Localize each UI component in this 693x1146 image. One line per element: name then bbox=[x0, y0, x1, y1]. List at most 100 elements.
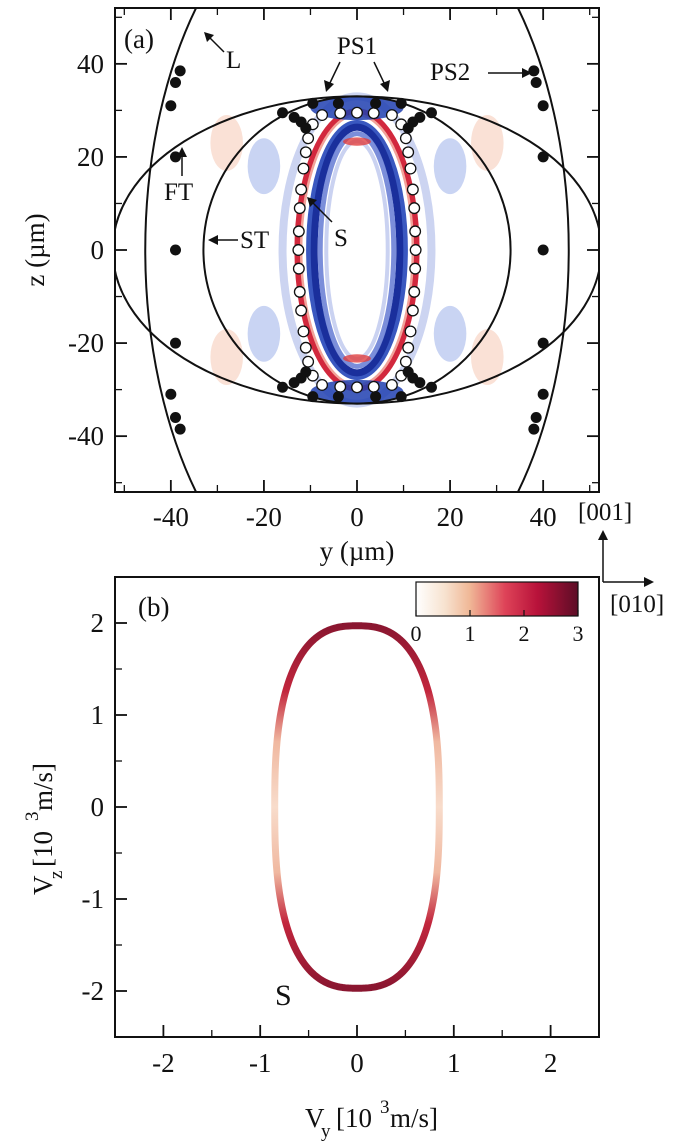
s-point bbox=[316, 379, 329, 391]
x-tick-label: -2 bbox=[152, 1048, 175, 1078]
s-point bbox=[409, 225, 422, 238]
svg-text:S: S bbox=[334, 225, 348, 252]
y-tick-label: 20 bbox=[77, 142, 104, 172]
s-point bbox=[404, 325, 417, 338]
heat-lobe bbox=[247, 305, 281, 362]
svg-text:L: L bbox=[226, 47, 241, 74]
panel-b-y-axis-label: V z [10 3 m/s] bbox=[22, 763, 67, 895]
s-point bbox=[334, 380, 347, 393]
curve-l bbox=[144, 8, 570, 492]
filled-point bbox=[395, 97, 407, 109]
x-tick-label: -1 bbox=[249, 1048, 272, 1078]
svg-text:[10: [10 bbox=[28, 831, 58, 867]
filled-point bbox=[332, 391, 344, 403]
orientation-001-label: [001] bbox=[578, 499, 632, 526]
filled-point bbox=[300, 122, 312, 134]
filled-point bbox=[537, 337, 549, 349]
annotation-ps1: PS1 bbox=[324, 33, 390, 92]
panel-a-curves bbox=[115, 8, 599, 492]
panel-b-label: (b) bbox=[138, 592, 169, 622]
s-point bbox=[293, 202, 306, 215]
filled-point bbox=[277, 107, 289, 119]
y-tick-label: 0 bbox=[91, 792, 105, 822]
filled-point bbox=[528, 65, 540, 77]
heat-lobe bbox=[433, 138, 467, 195]
heat-blue-band-inner bbox=[317, 131, 397, 369]
filled-point bbox=[530, 412, 542, 424]
s-point bbox=[299, 146, 312, 159]
y-tick-label: 2 bbox=[91, 608, 105, 638]
svg-text:FT: FT bbox=[164, 179, 193, 206]
s-point bbox=[299, 341, 312, 354]
s-point bbox=[302, 355, 315, 368]
y-tick-label: 40 bbox=[77, 49, 104, 79]
svg-text:m/s]: m/s] bbox=[390, 1103, 438, 1133]
s-point bbox=[295, 304, 308, 317]
heat-lobe bbox=[471, 329, 504, 385]
y-tick-label: -20 bbox=[68, 328, 104, 358]
heat-blue-band-outer bbox=[306, 119, 408, 381]
filled-point bbox=[425, 107, 437, 119]
svg-text:ST: ST bbox=[240, 227, 269, 254]
curve-st bbox=[202, 95, 512, 405]
s-point bbox=[406, 183, 419, 196]
s-point bbox=[367, 107, 380, 120]
colorbar-tick-label: 1 bbox=[465, 621, 476, 646]
filled-point bbox=[537, 100, 549, 112]
filled-point bbox=[174, 423, 186, 435]
svg-text:PS1: PS1 bbox=[337, 33, 377, 60]
filled-point bbox=[402, 122, 414, 134]
svg-text:3: 3 bbox=[22, 812, 43, 822]
svg-text:m/s]: m/s] bbox=[28, 763, 58, 811]
filled-point bbox=[300, 366, 312, 378]
panel-a-ticks: -40 -20 0 20 40 -40 -20 0 20 40 bbox=[68, 8, 599, 532]
s-point bbox=[385, 379, 398, 391]
panel-a: -40 -20 0 20 40 -40 -20 0 20 40 (a) y (µm) z (µm)… bbox=[20, 7, 600, 566]
filled-point bbox=[395, 391, 407, 403]
s-point bbox=[408, 285, 421, 298]
s-point bbox=[404, 162, 417, 175]
heat-bottom-red-spot bbox=[343, 354, 371, 363]
filled-point bbox=[307, 97, 319, 109]
s-point bbox=[409, 262, 422, 275]
s-point bbox=[297, 162, 310, 175]
filled-point bbox=[170, 337, 181, 349]
heat-lobe bbox=[471, 115, 504, 171]
s-point bbox=[292, 244, 305, 256]
filled-point bbox=[170, 412, 181, 424]
panel-b-curve bbox=[271, 622, 443, 992]
heat-blue-band bbox=[310, 123, 404, 377]
panel-b-x-axis-label: V y [10 3 m/s] bbox=[305, 1097, 438, 1142]
colorbar-ticks: 0 1 2 3 bbox=[411, 610, 584, 646]
x-tick-label: 0 bbox=[350, 502, 364, 532]
colorbar-tick-label: 0 bbox=[411, 621, 422, 646]
orientation-indicator: [001] [010] bbox=[578, 499, 664, 618]
s-point bbox=[351, 106, 363, 119]
filled-point bbox=[370, 97, 382, 109]
filled-point bbox=[425, 381, 437, 393]
heat-lobe bbox=[210, 115, 243, 171]
filled-point bbox=[165, 388, 177, 400]
filled-point bbox=[174, 65, 186, 77]
x-tick-label: -40 bbox=[153, 502, 189, 532]
panel-a-label: (a) bbox=[124, 24, 154, 54]
heat-top-red-spot bbox=[343, 137, 371, 146]
svg-text:PS2: PS2 bbox=[430, 59, 470, 86]
filled-point bbox=[170, 76, 181, 88]
s-point bbox=[292, 225, 305, 238]
colorbar-tick-label: 2 bbox=[519, 621, 530, 646]
panel-b-curve-label: S bbox=[275, 979, 292, 1012]
s-point bbox=[351, 381, 363, 394]
annotation-ft: FT bbox=[164, 147, 193, 206]
y-tick-label: 0 bbox=[91, 235, 105, 265]
filled-point bbox=[277, 381, 289, 393]
heat-lobe bbox=[433, 305, 467, 362]
filled-point bbox=[530, 76, 542, 88]
orientation-010-label: [010] bbox=[610, 591, 664, 618]
panel-a-plot-area bbox=[115, 8, 599, 492]
s-point bbox=[399, 355, 412, 368]
x-tick-label: 20 bbox=[437, 502, 464, 532]
heat-lobe bbox=[247, 138, 281, 195]
filled-point bbox=[537, 388, 549, 400]
s-point bbox=[297, 325, 310, 338]
